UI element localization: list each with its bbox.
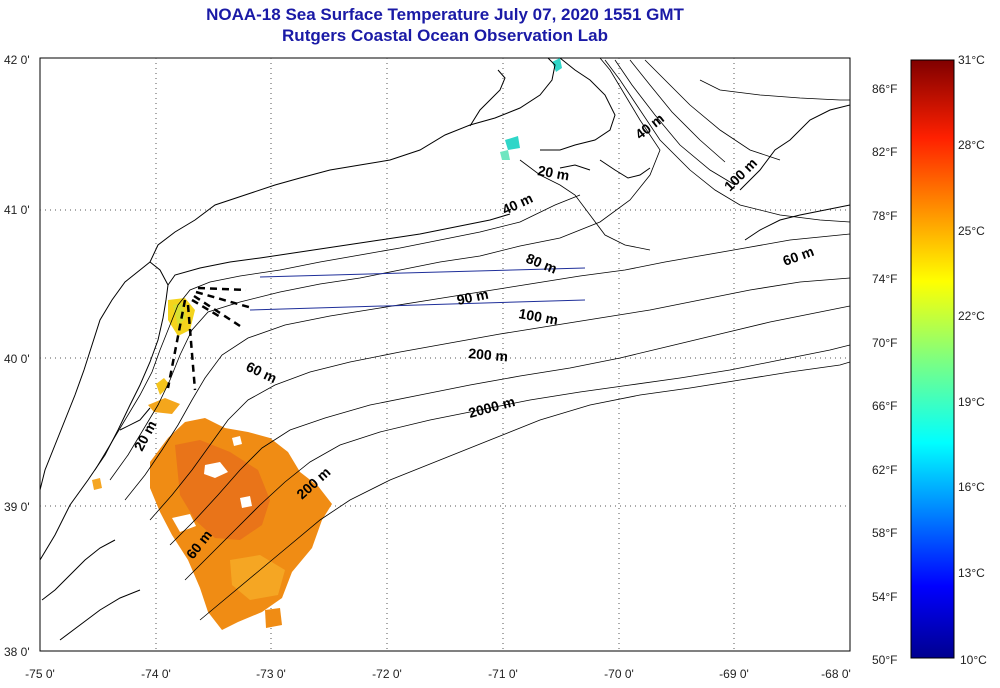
longitude-axis: -75 0' -74 0' -73 0' -72 0' -71 0' -70 0… — [25, 667, 851, 681]
isobath-label: 90 m — [455, 286, 490, 308]
lat-tick-label: 40 0' — [4, 352, 30, 366]
colorbar-gradient — [910, 59, 955, 659]
transect-lines — [249, 267, 586, 311]
celsius-label: 28°C — [958, 138, 985, 152]
fahrenheit-label: 82°F — [872, 145, 897, 159]
celsius-label: 10°C — [960, 653, 987, 667]
isobath-label: 200 m — [468, 345, 509, 364]
lon-tick-label: -68 0' — [821, 667, 851, 681]
dashed-survey-lines — [166, 286, 253, 391]
celsius-label: 16°C — [958, 480, 985, 494]
fahrenheit-label: 66°F — [872, 399, 897, 413]
lat-tick-label: 39 0' — [4, 500, 30, 514]
fahrenheit-label: 78°F — [872, 209, 897, 223]
lon-tick-label: -71 0' — [488, 667, 518, 681]
isobath-label: 20 m — [536, 162, 570, 183]
fahrenheit-label: 86°F — [872, 82, 897, 96]
latitude-axis: 42 0' 41 0' 40 0' 39 0' 38 0' — [4, 53, 30, 659]
isobath-contours — [94, 58, 850, 621]
map-title: NOAA-18 Sea Surface Temperature July 07,… — [206, 5, 684, 24]
celsius-label: 19°C — [958, 395, 985, 409]
celsius-label: 13°C — [958, 566, 985, 580]
celsius-label: 22°C — [958, 309, 985, 323]
fahrenheit-label: 74°F — [872, 272, 897, 286]
lon-tick-label: -74 0' — [141, 667, 171, 681]
lon-tick-label: -69 0' — [719, 667, 749, 681]
lon-tick-label: -70 0' — [604, 667, 634, 681]
fahrenheit-label: 50°F — [872, 653, 897, 667]
celsius-label: 31°C — [958, 53, 985, 67]
map-frame — [39, 57, 851, 652]
fahrenheit-label: 62°F — [872, 463, 897, 477]
fahrenheit-label: 70°F — [872, 336, 897, 350]
lat-tick-label: 38 0' — [4, 645, 30, 659]
lat-tick-label: 41 0' — [4, 203, 30, 217]
lon-tick-label: -72 0' — [372, 667, 402, 681]
celsius-label: 25°C — [958, 224, 985, 238]
fahrenheit-label: 58°F — [872, 526, 897, 540]
lat-tick-label: 42 0' — [4, 53, 30, 67]
fahrenheit-label: 54°F — [872, 590, 897, 604]
lon-tick-label: -75 0' — [25, 667, 55, 681]
coastline — [40, 58, 850, 641]
map-subtitle: Rutgers Coastal Ocean Observation Lab — [282, 26, 608, 45]
isobath-label: 100 m — [517, 305, 559, 328]
lon-tick-label: -73 0' — [256, 667, 286, 681]
temperature-colorbar: 31°C 28°C 25°C 22°C 19°C 16°C 13°C 10°C … — [872, 53, 987, 667]
